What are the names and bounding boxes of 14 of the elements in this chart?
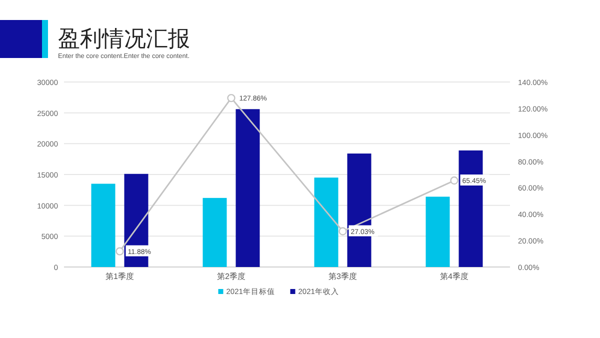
x-tick-label: 第1季度 [106, 272, 134, 281]
point [450, 176, 458, 185]
bar [426, 196, 450, 267]
x-tick-label: 第2季度 [217, 272, 246, 281]
chart-title: 盈利情况汇报 [58, 26, 190, 51]
point [116, 247, 124, 256]
bar [91, 184, 116, 267]
bar [314, 178, 338, 267]
bar [236, 109, 260, 267]
point [227, 94, 236, 102]
x-tick-label: 第4季度 [440, 272, 468, 281]
x-tick-label: 第3季度 [328, 272, 357, 281]
bar [202, 198, 227, 267]
point [338, 227, 347, 236]
